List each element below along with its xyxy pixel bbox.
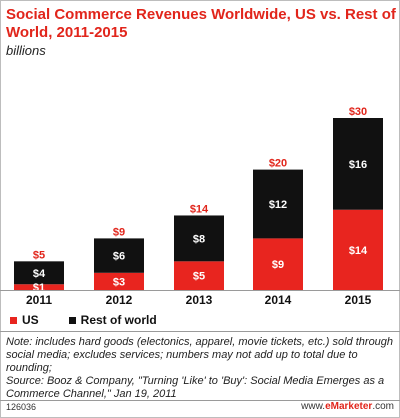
bar-us-2012	[94, 272, 144, 290]
label-total-2011: $5	[33, 249, 45, 261]
legend-label-us: US	[22, 313, 39, 327]
label-us-2012: $3	[113, 276, 125, 288]
bar-us-2013	[174, 261, 224, 290]
label-rest-of-world-2014: $12	[269, 199, 287, 211]
label-us-2015: $14	[349, 245, 368, 257]
chart-subtitle: billions	[6, 43, 46, 58]
legend-swatch-rest-of-world	[68, 316, 76, 324]
legend-item-rest-of-world: Rest of world	[68, 313, 157, 327]
chart-title: Social Commerce Revenues Worldwide, US v…	[6, 6, 396, 41]
label-rest-of-world-2013: $8	[193, 233, 205, 245]
divider-bottom	[0, 400, 400, 401]
x-tick-2013: 2013	[186, 293, 213, 307]
legend-label-rest-of-world: Rest of world	[80, 313, 157, 327]
chart-id: 126036	[6, 402, 37, 412]
brand-prefix: www.	[301, 401, 326, 412]
label-rest-of-world-2012: $6	[113, 251, 125, 263]
chart-notes: Note: includes hard goods (electonics, a…	[6, 336, 396, 401]
chart-legend: US Rest of world	[10, 313, 187, 327]
bar-us-2014	[253, 238, 303, 290]
label-rest-of-world-2011: $4	[33, 268, 46, 280]
x-tick-2014: 2014	[265, 293, 292, 307]
x-tick-2015: 2015	[345, 293, 372, 307]
x-tick-2012: 2012	[106, 293, 133, 307]
bar-rest-of-world-2012	[94, 238, 144, 273]
x-tick-2011: 2011	[26, 293, 52, 307]
divider-top	[0, 331, 400, 332]
label-us-2013: $5	[193, 271, 205, 283]
label-rest-of-world-2015: $16	[349, 159, 367, 171]
note-text: Note: includes hard goods (electonics, a…	[6, 336, 394, 374]
label-total-2012: $9	[113, 226, 125, 238]
label-total-2013: $14	[190, 203, 209, 215]
bar-rest-of-world-2013	[174, 215, 224, 262]
brand-logo: www.eMarketer.com	[301, 401, 394, 412]
legend-item-us: US	[10, 313, 39, 327]
source-text: Source: Booz & Company, "Turning 'Like' …	[6, 375, 385, 400]
legend-swatch-us	[10, 316, 17, 324]
bar-rest-of-world-2011	[14, 261, 64, 285]
label-total-2015: $30	[349, 106, 367, 118]
label-us-2014: $9	[272, 259, 284, 271]
bar-rest-of-world-2015	[333, 118, 383, 210]
brand-name: eMarketer	[325, 401, 373, 412]
bar-us-2015	[333, 209, 383, 290]
label-total-2014: $20	[269, 158, 287, 170]
bar-rest-of-world-2014	[253, 169, 303, 239]
brand-suffix: .com	[372, 401, 394, 412]
bar-us-2011	[14, 284, 64, 290]
label-us-2011: $1	[33, 282, 45, 294]
